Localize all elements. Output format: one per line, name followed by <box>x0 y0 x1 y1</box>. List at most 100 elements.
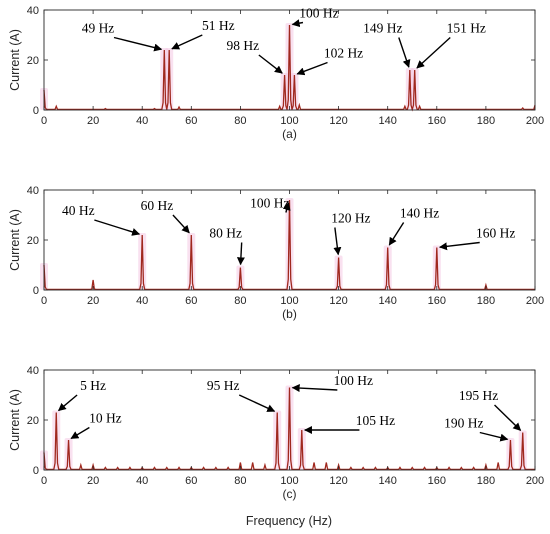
annotation-label: 160 Hz <box>476 226 515 241</box>
annotation-arrow <box>479 431 509 442</box>
x-tick-label: 120 <box>329 475 347 487</box>
x-tick-label: 80 <box>234 295 246 307</box>
x-tick-label: 20 <box>87 295 99 307</box>
chart-panel-2: 0 20 40 60 80 100 120 140 160 180 200 0 20 40 Current … <box>8 185 544 321</box>
y-tick-label: 40 <box>27 185 39 197</box>
peak-glow <box>410 68 419 110</box>
x-tick-label: 160 <box>428 475 446 487</box>
annotation-arrow <box>388 222 405 246</box>
x-tick-label: 80 <box>234 115 246 127</box>
annotation-label: 151 Hz <box>447 21 486 36</box>
chart-panel-3: 0 20 40 60 80 100 120 140 160 180 200 0 20 40 Current … <box>8 365 544 501</box>
annotation-arrow <box>238 394 276 412</box>
annotation-arrow <box>494 404 522 431</box>
spectrum-line <box>43 199 535 291</box>
x-tick-label: 120 <box>329 115 347 127</box>
x-tick-label: 180 <box>477 295 495 307</box>
x-tick-label: 140 <box>379 295 397 307</box>
y-axis-label: Current (A) <box>8 29 22 91</box>
peak-glow <box>285 198 294 290</box>
annotation-arrow <box>291 384 338 393</box>
annotation-label: 140 Hz <box>400 206 439 221</box>
annotation-label: 95 Hz <box>207 378 240 393</box>
panel-caption: (c) <box>283 487 297 501</box>
annotation-label: 195 Hz <box>459 388 498 403</box>
peak-glow <box>187 233 196 290</box>
annotation-label: 149 Hz <box>363 21 402 36</box>
panel-caption: (a) <box>282 127 297 141</box>
x-tick-label: 200 <box>526 115 544 127</box>
x-tick-label: 0 <box>41 295 47 307</box>
chart-panels: 0 20 40 60 80 100 120 140 160 180 20002040Current … <box>8 5 544 501</box>
annotation-arrow <box>438 241 480 251</box>
peak-glow <box>285 385 294 470</box>
peak-glow <box>432 245 441 290</box>
peak-glow <box>165 48 174 110</box>
annotation-label: 49 Hz <box>82 21 115 36</box>
x-tick-label: 60 <box>185 475 197 487</box>
annotation-label: 120 Hz <box>331 211 370 226</box>
annotation-arrow <box>172 214 190 234</box>
x-tick-label: 40 <box>136 475 148 487</box>
x-tick-label: 0 <box>41 115 47 127</box>
y-axis-label: Current (A) <box>8 389 22 451</box>
annotation-label: 60 Hz <box>141 198 174 213</box>
y-tick-label: 20 <box>27 235 39 247</box>
peak-glow <box>334 255 343 290</box>
annotation-arrow <box>171 34 203 50</box>
x-tick-label: 80 <box>234 475 246 487</box>
x-tick-label: 40 <box>136 295 148 307</box>
annotation-arrow <box>236 242 245 266</box>
spectrum-line <box>43 24 536 112</box>
y-tick-label: 0 <box>33 285 39 297</box>
peak-glow-group <box>40 198 441 290</box>
annotation-arrow <box>70 426 90 440</box>
y-tick-label: 40 <box>27 365 39 377</box>
peak-glow <box>64 438 73 470</box>
annotation-label: 98 Hz <box>227 38 260 53</box>
x-tick-label: 20 <box>87 475 99 487</box>
x-tick-label: 140 <box>379 475 397 487</box>
annotation-label: 102 Hz <box>324 46 363 61</box>
peak-glow <box>506 438 515 470</box>
annotation-arrow <box>333 227 342 256</box>
spectrum-line <box>43 387 535 471</box>
annotation-label: 190 Hz <box>444 416 483 431</box>
annotation-label: 100 Hz <box>299 6 338 21</box>
annotation-label: 5 Hz <box>80 378 106 393</box>
annotation-label: 80 Hz <box>209 226 242 241</box>
annotation-label: 100 Hz <box>334 373 373 388</box>
x-tick-label: 200 <box>526 295 544 307</box>
peak-glow <box>518 430 527 470</box>
peak-glow <box>273 410 282 470</box>
annotation-arrow <box>296 61 328 76</box>
annotation-arrow <box>282 202 291 213</box>
x-tick-label: 100 <box>280 475 298 487</box>
annotation-arrow <box>113 36 163 52</box>
peak-glow <box>290 73 299 110</box>
annotation-label: 40 Hz <box>62 203 95 218</box>
y-axis-label: Current (A) <box>8 209 22 271</box>
annotation-arrow <box>258 54 283 74</box>
x-tick-label: 200 <box>526 475 544 487</box>
x-tick-label: 60 <box>185 115 197 127</box>
x-tick-label: 20 <box>87 115 99 127</box>
x-tick-label: 40 <box>136 115 148 127</box>
x-tick-label: 60 <box>185 295 197 307</box>
annotation-arrow <box>398 37 411 68</box>
peak-glow-group <box>40 385 527 470</box>
x-tick-label: 100 <box>280 295 298 307</box>
peak-glow <box>138 233 147 290</box>
annotation-arrow <box>94 219 141 236</box>
annotation-label: 10 Hz <box>89 411 122 426</box>
y-tick-label: 20 <box>27 415 39 427</box>
chart-panel-1: 0 20 40 60 80 100 120 140 160 180 200 0 20 40 Current … <box>8 5 544 141</box>
x-tick-label: 100 <box>280 115 298 127</box>
x-tick-label: 160 <box>428 115 446 127</box>
x-tick-label: 0 <box>41 475 47 487</box>
panel-caption: (b) <box>282 307 297 321</box>
peak-glow <box>297 428 306 470</box>
y-tick-label: 0 <box>33 105 39 117</box>
peak-glow <box>52 410 61 470</box>
